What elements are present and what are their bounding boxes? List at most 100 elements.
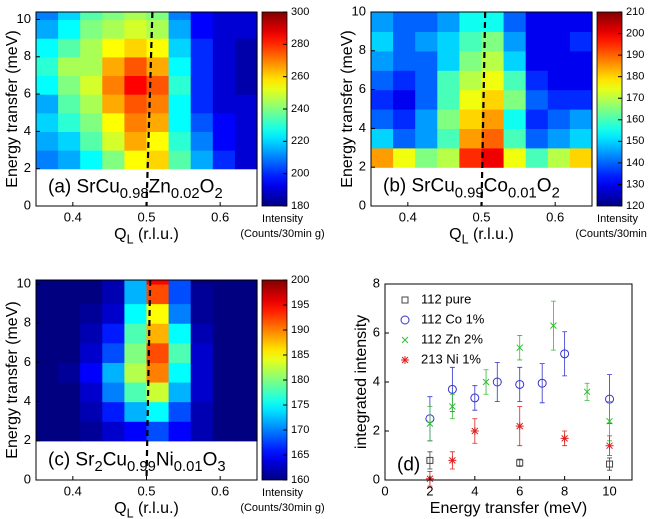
y-tick-label: 6 bbox=[24, 354, 31, 369]
heat-cell bbox=[80, 38, 103, 58]
heat-cell bbox=[124, 421, 148, 442]
colorbar-tick-label: 195 bbox=[291, 299, 309, 311]
panel-label-part: 0.98 bbox=[120, 186, 149, 202]
heat-cell bbox=[212, 362, 236, 383]
heat-cell bbox=[234, 94, 258, 114]
heat-cell bbox=[212, 342, 236, 363]
x-axis-label-part: (r.l.u.) bbox=[469, 226, 514, 243]
y-axis-label: Energy transfer (meV) bbox=[4, 30, 21, 187]
panel-label-part: Ni bbox=[156, 449, 174, 470]
heat-cell bbox=[234, 19, 258, 39]
marker bbox=[583, 388, 591, 396]
x-tick-label: 8 bbox=[561, 483, 568, 498]
heat-cell bbox=[146, 94, 170, 114]
heat-cell bbox=[36, 131, 59, 151]
heat-cell bbox=[547, 50, 571, 71]
panel-label-part: Zn bbox=[149, 176, 171, 197]
heat-cell bbox=[58, 131, 81, 151]
heat-cell bbox=[234, 283, 258, 305]
heat-cell bbox=[459, 31, 483, 52]
heat-cell bbox=[58, 19, 81, 39]
heat-cell bbox=[80, 112, 103, 132]
legend-marker bbox=[401, 356, 409, 364]
heat-cell bbox=[459, 70, 483, 91]
heat-cell bbox=[415, 147, 438, 168]
heat-cell bbox=[234, 112, 258, 132]
colorbar-tick-label: 180 bbox=[626, 71, 644, 83]
y-tick-label: 4 bbox=[24, 393, 31, 408]
heat-cell bbox=[58, 303, 81, 324]
heat-cell bbox=[393, 70, 416, 91]
panel-label-part: Co bbox=[484, 176, 508, 197]
heat-cell bbox=[190, 280, 214, 285]
heat-cell bbox=[146, 150, 170, 170]
heat-cell bbox=[36, 303, 59, 324]
heat-cell bbox=[36, 283, 59, 305]
legend-marker bbox=[401, 336, 409, 344]
y-tick-label: 4 bbox=[359, 120, 366, 135]
heat-cell bbox=[459, 50, 483, 71]
heat-cell bbox=[146, 12, 170, 21]
y-tick-label: 2 bbox=[24, 432, 31, 447]
y-tick-label: 10 bbox=[17, 275, 31, 290]
colorbar-tick-label: 200 bbox=[291, 168, 309, 180]
heat-cell bbox=[459, 89, 483, 110]
heat-cell bbox=[36, 19, 59, 39]
heat-cell bbox=[481, 89, 505, 110]
colorbar-tick-label: 120 bbox=[626, 200, 644, 212]
heat-cell bbox=[190, 362, 214, 383]
heat-cell bbox=[58, 112, 81, 132]
colorbar-tick-label: 150 bbox=[626, 135, 644, 147]
heat-cell bbox=[80, 401, 103, 422]
panel-label-part: 0.01 bbox=[174, 459, 203, 475]
heat-cell bbox=[190, 381, 214, 403]
heat-cell bbox=[481, 109, 505, 129]
colorbar-tick-label: 240 bbox=[291, 103, 309, 115]
heat-cell bbox=[168, 131, 192, 151]
x-tick-label: 0.5 bbox=[137, 483, 155, 498]
colorbar-tick-label: 210 bbox=[626, 6, 644, 18]
legend-label: 112 Co 1% bbox=[421, 311, 485, 326]
marker bbox=[550, 322, 557, 330]
y-tick-label: 8 bbox=[24, 315, 31, 330]
heat-cell bbox=[102, 112, 125, 132]
heat-cell bbox=[36, 362, 59, 383]
heat-cell bbox=[212, 131, 236, 151]
heat-cell bbox=[102, 421, 125, 442]
heat-cell bbox=[212, 280, 236, 285]
error-bar bbox=[562, 331, 568, 377]
error-bar bbox=[472, 385, 478, 411]
heat-cell bbox=[569, 12, 593, 32]
heat-cell bbox=[58, 280, 81, 285]
heat-cell bbox=[569, 31, 593, 52]
heat-cell bbox=[80, 421, 103, 442]
heat-cell bbox=[525, 50, 549, 71]
error-bar bbox=[427, 451, 433, 470]
marker bbox=[605, 441, 614, 450]
panel-label-part: 0.02 bbox=[171, 186, 200, 202]
heat-cell bbox=[371, 31, 394, 52]
colorbar-tick-label: 175 bbox=[291, 399, 309, 411]
heat-cell bbox=[569, 70, 593, 91]
heat-cell bbox=[80, 75, 103, 95]
heat-cell bbox=[124, 280, 148, 285]
heat-cell bbox=[124, 283, 148, 305]
heat-cell bbox=[102, 94, 125, 114]
heat-cell bbox=[168, 323, 192, 344]
legend-label: 213 Ni 1% bbox=[421, 351, 481, 366]
heat-cell bbox=[168, 303, 192, 324]
heat-cell bbox=[190, 150, 214, 170]
heat-cell bbox=[58, 401, 81, 422]
x-axis-label-part: Q bbox=[114, 226, 126, 243]
x-axis-label-part: Energy transfer (meV) bbox=[430, 500, 587, 517]
panel-label-part: Cu bbox=[103, 449, 127, 470]
heat-cell bbox=[503, 147, 527, 168]
panel-label-part: 0.99 bbox=[127, 459, 156, 475]
heat-cell bbox=[234, 323, 258, 344]
heat-cell bbox=[525, 12, 549, 32]
legend-label: 112 pure bbox=[421, 291, 471, 306]
marker bbox=[515, 379, 525, 389]
legend-label: 112 Zn 2% bbox=[421, 331, 483, 346]
heat-cell bbox=[547, 12, 571, 32]
heat-cell bbox=[124, 112, 148, 132]
